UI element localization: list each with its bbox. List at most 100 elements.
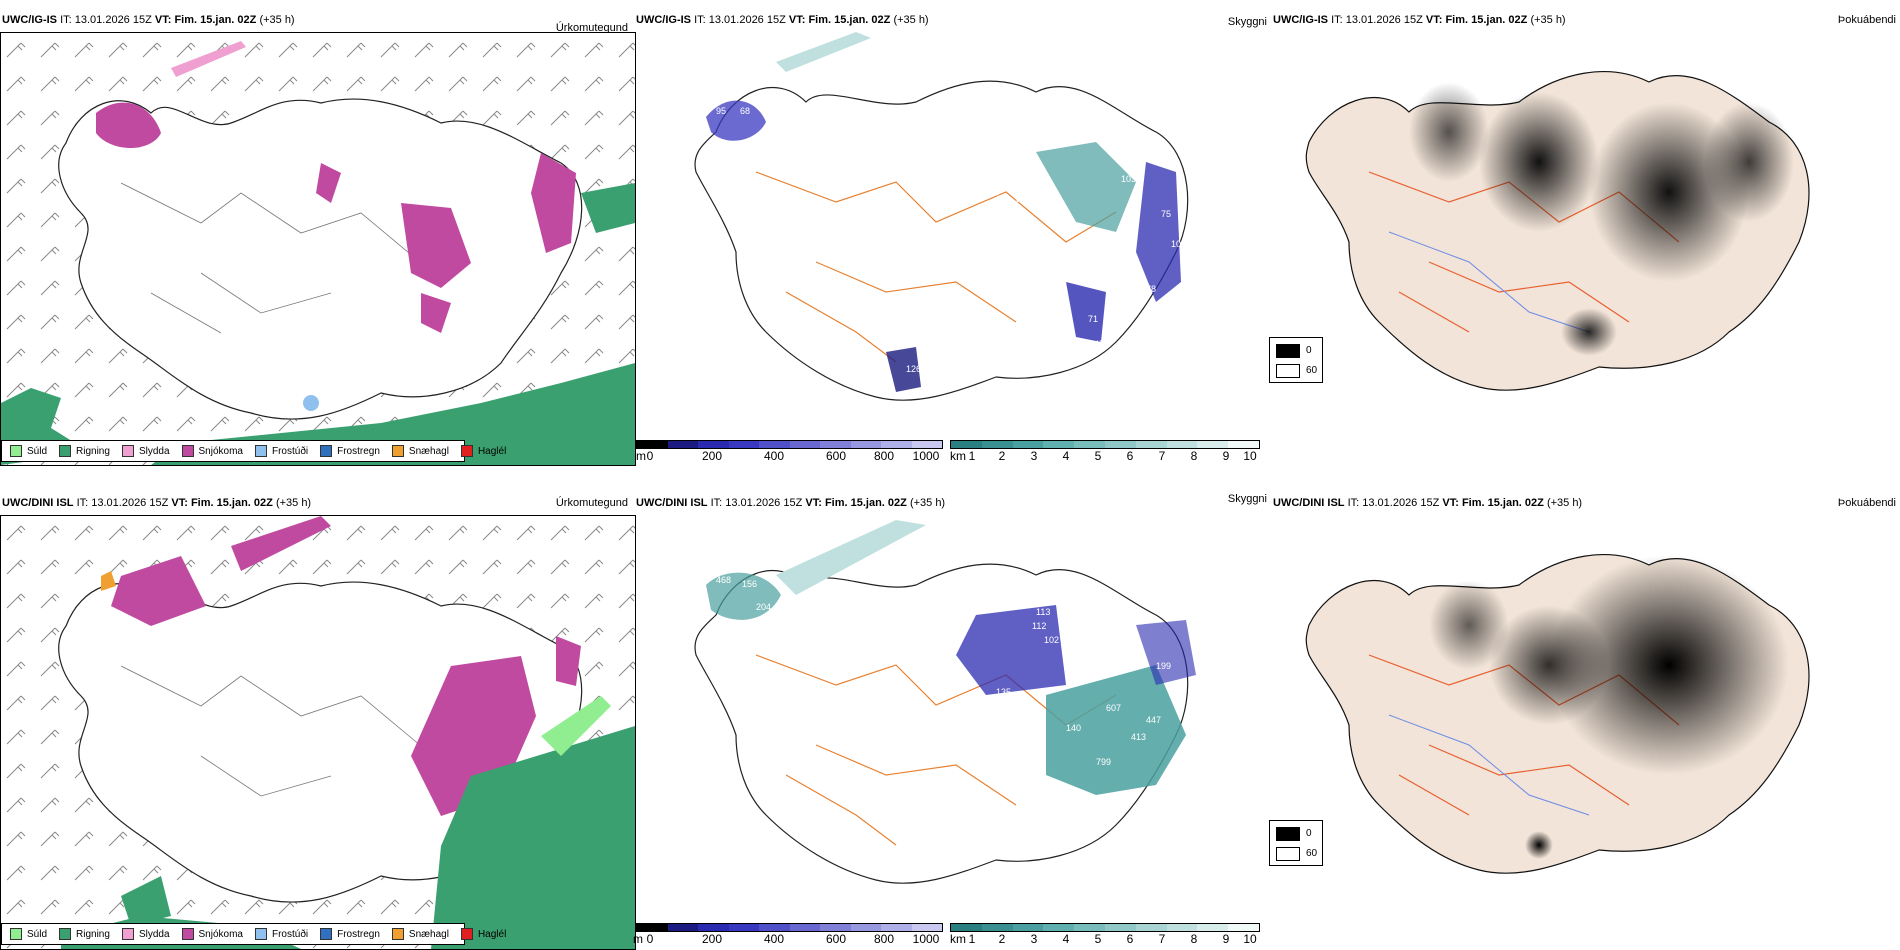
legend-item-snaehagl: Snæhagl xyxy=(391,445,449,457)
visibility-colorbar-km: km 1 2 3 4 5 6 7 8 9 10 xyxy=(950,440,1260,463)
vis-label: 199 xyxy=(996,194,1011,204)
it-label: IT: xyxy=(76,497,89,509)
vt-value: Fim. 15.jan. 02Z xyxy=(1461,497,1544,509)
tick: 1000 xyxy=(912,932,940,946)
tick: 3 xyxy=(1030,449,1038,463)
fog-legend-label: 0 xyxy=(1306,345,1312,356)
tick: 10 xyxy=(1243,449,1257,463)
it-label: IT: xyxy=(694,14,706,26)
panel-header: UWC/DINI ISL IT: 13.01.2026 15Z VT: Fim.… xyxy=(2,495,311,511)
vt-value: Fim. 15.jan. 02Z xyxy=(1445,14,1528,26)
legend-item-rigning: Rigning xyxy=(59,928,110,940)
panel-header: UWC/DINI ISL IT: 13.01.2026 15Z VT: Fim.… xyxy=(636,495,945,511)
it-label: IT: xyxy=(710,497,723,509)
model-name: UWC/DINI ISL xyxy=(636,497,708,509)
precip-legend: Súld Rigning Slydda Snjókoma Frostúði Fr… xyxy=(1,440,506,462)
fog-legend: 0 60 xyxy=(1269,337,1323,383)
vis-label: 103 xyxy=(1121,174,1136,184)
tick: 5 xyxy=(1094,449,1102,463)
legend-item-sud: Súld xyxy=(10,445,47,457)
visibility-colorbar-m: m 0 200 400 600 800 1000 xyxy=(636,440,943,463)
tick: 1 xyxy=(968,449,976,463)
vt-label: VT: xyxy=(154,14,172,26)
tick: 200 xyxy=(701,932,723,946)
vis-label: 45 xyxy=(1094,339,1104,349)
precip-map xyxy=(1,33,635,465)
vis-label: 78 xyxy=(1146,284,1156,294)
panel-precip-type-top: UWC/IG-IS IT: 13.01.2026 15Z VT: Fim. 15… xyxy=(0,12,636,467)
visibility-colorbar-m: m 0 200 400 600 800 1000 xyxy=(633,923,943,946)
fog-legend-label: 60 xyxy=(1306,365,1318,376)
colorbar-m-bar xyxy=(636,440,943,449)
panel-visibility-bottom: UWC/DINI ISL IT: 13.01.2026 15Z VT: Fim.… xyxy=(633,493,1269,950)
vis-label: 102 xyxy=(1044,635,1059,645)
tick: 400 xyxy=(763,932,785,946)
tick: 9 xyxy=(1222,932,1230,946)
colorbar-m-ticks: m 0 200 400 600 800 1000 xyxy=(633,932,943,946)
colorbar-m-bar xyxy=(636,923,943,932)
panel-header: UWC/DINI ISL IT: 13.01.2026 15Z VT: Fim.… xyxy=(1273,495,1582,511)
legend-item-frostudi: Frostúði xyxy=(254,445,308,457)
tick: 3 xyxy=(1030,932,1038,946)
tick: 0 xyxy=(646,932,654,946)
tick: 800 xyxy=(873,932,895,946)
it-label: IT: xyxy=(1347,497,1360,509)
panel-header: UWC/IG-IS IT: 13.01.2026 15Z VT: Fim. 15… xyxy=(1273,12,1566,28)
vis-label: 204 xyxy=(756,602,771,612)
vis-label: 111 xyxy=(1106,294,1120,304)
lead-time: (+35 h) xyxy=(275,497,312,509)
colorbar-km-bar xyxy=(950,923,1260,932)
it-value: 13.01.2026 15Z xyxy=(1362,497,1440,509)
vis-label: 186 xyxy=(1028,249,1043,259)
it-value: 13.01.2026 15Z xyxy=(74,14,152,26)
vis-label: 140 xyxy=(1066,723,1081,733)
colorbar-m-unit: m xyxy=(636,449,646,463)
legend-item-sud: Súld xyxy=(10,928,47,940)
colorbar-km-unit: km xyxy=(950,449,966,463)
panel-title: Skyggni xyxy=(1227,16,1267,28)
lead-time: (+35 h) xyxy=(893,14,929,26)
iceland-outline xyxy=(58,98,583,420)
map-frame xyxy=(0,515,636,950)
model-name: UWC/DINI ISL xyxy=(1273,497,1345,509)
tick: 800 xyxy=(873,449,895,463)
vis-label: 38 xyxy=(906,404,916,414)
tick: 8 xyxy=(1190,449,1198,463)
tick: 400 xyxy=(763,449,785,463)
visibility-map: 95 68 152 104 199 329 426 186 155 111 71… xyxy=(694,32,1189,414)
vis-label: 95 xyxy=(716,106,726,116)
panel-title: Úrkomutegund xyxy=(555,497,628,509)
fog-map xyxy=(1305,71,1810,391)
legend-item-snjokoma: Snjókoma xyxy=(181,445,243,457)
it-value: 13.01.2026 15Z xyxy=(1345,14,1423,26)
colorbar-km-ticks: km 1 2 3 4 5 6 7 8 9 10 xyxy=(950,932,1260,946)
tick: 9 xyxy=(1222,449,1230,463)
vt-value: Fim. 15.jan. 02Z xyxy=(174,14,257,26)
panel-header: UWC/IG-IS IT: 13.01.2026 15Z VT: Fim. 15… xyxy=(636,12,929,28)
tick: 2 xyxy=(998,449,1006,463)
tick: 5 xyxy=(1094,932,1102,946)
vis-label: 105 xyxy=(1171,239,1186,249)
map-frame xyxy=(0,32,636,466)
lead-time: (+35 h) xyxy=(259,14,295,26)
vt-label: VT: xyxy=(1425,14,1443,26)
colorbar-m-unit: m xyxy=(633,932,643,946)
legend-item-slydda: Slydda xyxy=(121,445,170,457)
vt-label: VT: xyxy=(171,497,188,509)
vis-label: 799 xyxy=(1096,757,1111,767)
legend-item-snjokoma: Snjókoma xyxy=(181,928,243,940)
vis-label: 68 xyxy=(740,106,750,116)
it-value: 13.01.2026 15Z xyxy=(708,14,786,26)
vis-label: 447 xyxy=(1146,715,1161,725)
legend-item-rigning: Rigning xyxy=(59,445,110,457)
colorbar-km-bar xyxy=(950,440,1260,449)
fog-swatch-0 xyxy=(1276,827,1300,841)
vis-label: 104 xyxy=(946,172,961,182)
vt-label: VT: xyxy=(788,14,806,26)
legend-item-frostregn: Frostregn xyxy=(320,928,380,940)
panel-header: UWC/IG-IS IT: 13.01.2026 15Z VT: Fim. 15… xyxy=(2,12,295,28)
vis-label: 426 xyxy=(1056,224,1071,234)
panel-fog-bottom: UWC/DINI ISL IT: 13.01.2026 15Z VT: Fim.… xyxy=(1269,495,1900,950)
tick: 7 xyxy=(1158,932,1166,946)
it-value: 13.01.2026 15Z xyxy=(91,497,169,509)
